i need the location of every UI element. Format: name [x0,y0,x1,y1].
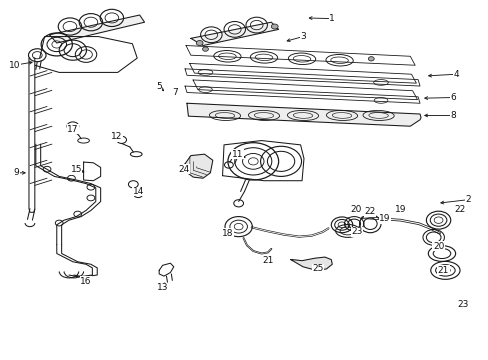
Text: 5: 5 [156,82,162,91]
Text: 3: 3 [300,32,305,41]
Text: 11: 11 [231,150,243,159]
Text: 14: 14 [132,187,143,196]
Circle shape [196,41,203,45]
Text: 22: 22 [453,205,465,214]
Text: 4: 4 [453,70,459,79]
Text: 7: 7 [172,87,178,96]
Circle shape [202,47,208,51]
Text: 16: 16 [80,276,92,285]
Polygon shape [184,154,212,178]
Circle shape [367,57,373,61]
Text: 23: 23 [350,228,362,237]
Text: 19: 19 [378,214,390,223]
Text: 17: 17 [67,125,79,134]
Text: 21: 21 [437,266,448,275]
Polygon shape [49,15,144,43]
Text: 2: 2 [464,195,469,204]
Circle shape [271,24,278,29]
Polygon shape [186,103,420,126]
Text: 20: 20 [349,205,361,214]
Text: 10: 10 [9,61,20,70]
Text: 23: 23 [456,300,468,309]
Text: 1: 1 [329,14,334,23]
Text: 8: 8 [449,111,455,120]
Text: 15: 15 [70,166,82,175]
Polygon shape [190,22,278,45]
Text: 13: 13 [157,283,168,292]
Polygon shape [290,257,331,270]
Text: 20: 20 [432,242,444,251]
Text: 24: 24 [178,165,189,174]
Text: 21: 21 [262,256,273,265]
Text: 19: 19 [394,205,406,214]
Text: 22: 22 [364,207,375,216]
Text: 25: 25 [311,265,323,274]
Text: 6: 6 [449,93,455,102]
Text: 9: 9 [13,168,19,177]
Text: 12: 12 [111,132,122,141]
Text: 18: 18 [221,229,233,238]
